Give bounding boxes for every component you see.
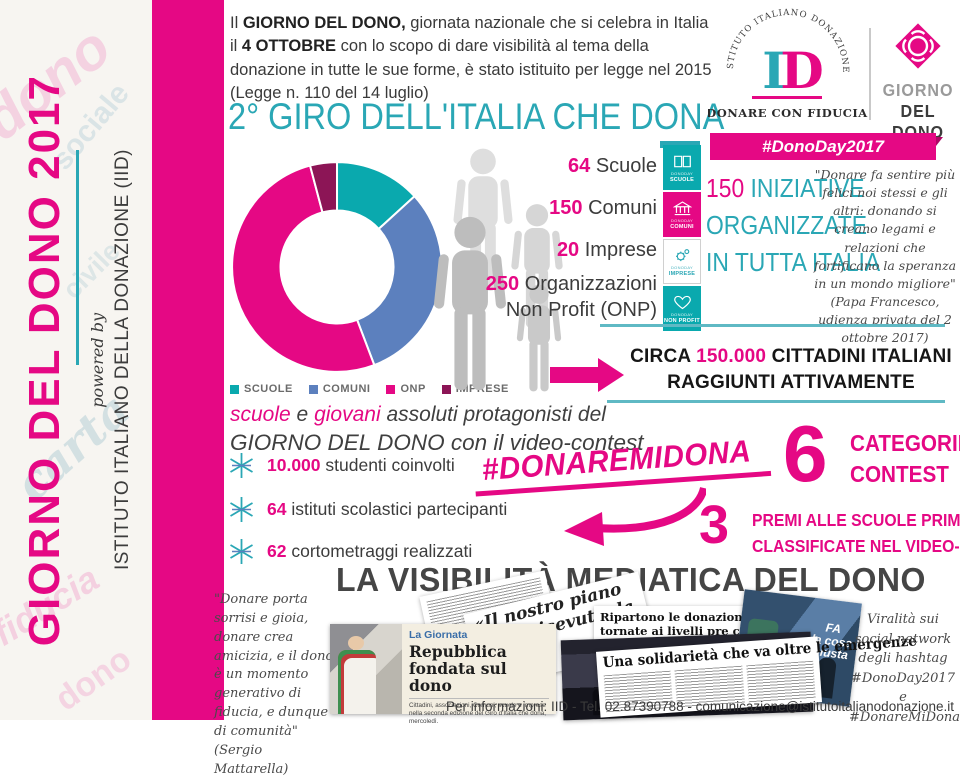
pope-francesco-quote: "Donare fa sentire più felici noi stessi… xyxy=(813,167,957,346)
arrow-right-icon xyxy=(550,358,624,392)
reach-statement: CIRCA 150.000 CITTADINI ITALIANI RAGGIUN… xyxy=(630,346,952,393)
iid-logo: ISTITUTO ITALIANO DONAZIONE I D DONARE C… xyxy=(708,4,868,120)
powered-by-label: powered by xyxy=(87,312,107,408)
prizes-number: 3 xyxy=(699,495,730,555)
bullet-cortometraggi: 62 cortometraggi realizzati xyxy=(228,538,472,565)
legend-swatch xyxy=(308,384,318,394)
book-icon xyxy=(673,155,691,167)
newspaper-clipping-la-giornata: La Giornata Repubblica fondata sul dono … xyxy=(330,624,556,725)
swoop-arrow-icon xyxy=(564,486,706,546)
legend-item: SCUOLE xyxy=(230,383,293,395)
divider-line xyxy=(76,150,79,365)
bullet-studenti: 10.000 studenti coinvolti xyxy=(228,452,455,479)
stat-onp: 250 Organizzazioni Non Profit (ONP) xyxy=(485,273,657,321)
stat-comuni: 150 Comuni xyxy=(549,197,657,219)
pink-stripe xyxy=(152,0,224,720)
section-title-giro: 2° GIRO DELL'ITALIA CHE DONA xyxy=(228,96,725,137)
badge-non-profit: DONODAY NON PROFIT xyxy=(663,286,701,331)
iid-tagline: DONARE CON FIDUCIA xyxy=(708,106,868,120)
chart-segment-imprese xyxy=(308,161,339,214)
title-accent-dash xyxy=(660,141,700,148)
badge-scuole: DONODAY SCUOLE xyxy=(663,145,701,190)
organization-name-vertical: ISTITUTO ITALIANO DELLA DONAZIONE (IID) xyxy=(112,149,133,571)
asterisk-icon xyxy=(230,497,253,522)
legend-item: ONP xyxy=(386,383,425,395)
prizes-label: PREMI ALLE SCUOLE PRIME CLASSIFICATE NEL … xyxy=(752,510,960,556)
gears-icon xyxy=(675,248,689,261)
bank-icon xyxy=(672,200,692,215)
legend-swatch xyxy=(386,384,396,394)
initiatives-headline: 150 INIZIATIVE ORGANIZZATE IN TUTTA ITAL… xyxy=(706,173,881,277)
stat-imprese: 20 Imprese xyxy=(556,239,657,261)
giorno-del-dono-logo: GIORNO DEL DONO xyxy=(876,14,960,143)
stat-scuole: 64 Scuole xyxy=(568,155,657,177)
bullet-istituti: 64 istituti scolastici partecipanti xyxy=(228,496,507,523)
badge-imprese: DONODAY IMPRESE xyxy=(663,239,701,284)
pope-photo xyxy=(330,624,402,714)
intro-paragraph: Il GIORNO DEL DONO, giornata nazionale c… xyxy=(230,14,712,103)
iid-monogram-d: D xyxy=(780,41,823,100)
heart-icon xyxy=(673,295,691,309)
footer-contact-info: Per informazioni: IID - Tel. 02.87390788… xyxy=(446,699,954,714)
donut-chart xyxy=(231,161,443,373)
sidebar: dono sociale civile carta fiducia dono G… xyxy=(0,0,152,720)
event-title-vertical: GIORNO DEL DONO 2017 xyxy=(20,73,69,647)
gdd-logo-line1: GIORNO xyxy=(882,80,954,100)
asterisk-icon xyxy=(230,539,253,564)
chart-segment-comuni xyxy=(355,194,443,367)
legend-swatch xyxy=(441,384,451,394)
categories-number: 6 xyxy=(783,409,828,498)
donoday-badge-strip: DONODAY SCUOLE DONODAY COMUNI DONODAY IMPRE… xyxy=(663,145,701,331)
badge-comuni: DONODAY COMUNI xyxy=(663,192,701,237)
asterisk-icon xyxy=(230,453,253,478)
iid-monogram-i: I xyxy=(762,41,785,100)
legend-item: COMUNI xyxy=(308,383,371,395)
categories-label: CATEGORIE CONTEST xyxy=(850,430,960,487)
chart-segment-onp xyxy=(231,164,376,373)
divider-line xyxy=(607,400,945,403)
contest-intro: scuole e giovani assoluti protagonisti d… xyxy=(230,403,644,455)
donoday-hashtag-banner: #DonoDay2017 xyxy=(710,133,943,160)
legend-swatch xyxy=(230,384,239,394)
divider-line xyxy=(600,324,945,327)
logo-divider xyxy=(869,28,871,120)
gdd-diamond-icon xyxy=(892,20,944,72)
mattarella-quote: "Donare porta sorrisi e gioia, donare cr… xyxy=(214,592,334,777)
